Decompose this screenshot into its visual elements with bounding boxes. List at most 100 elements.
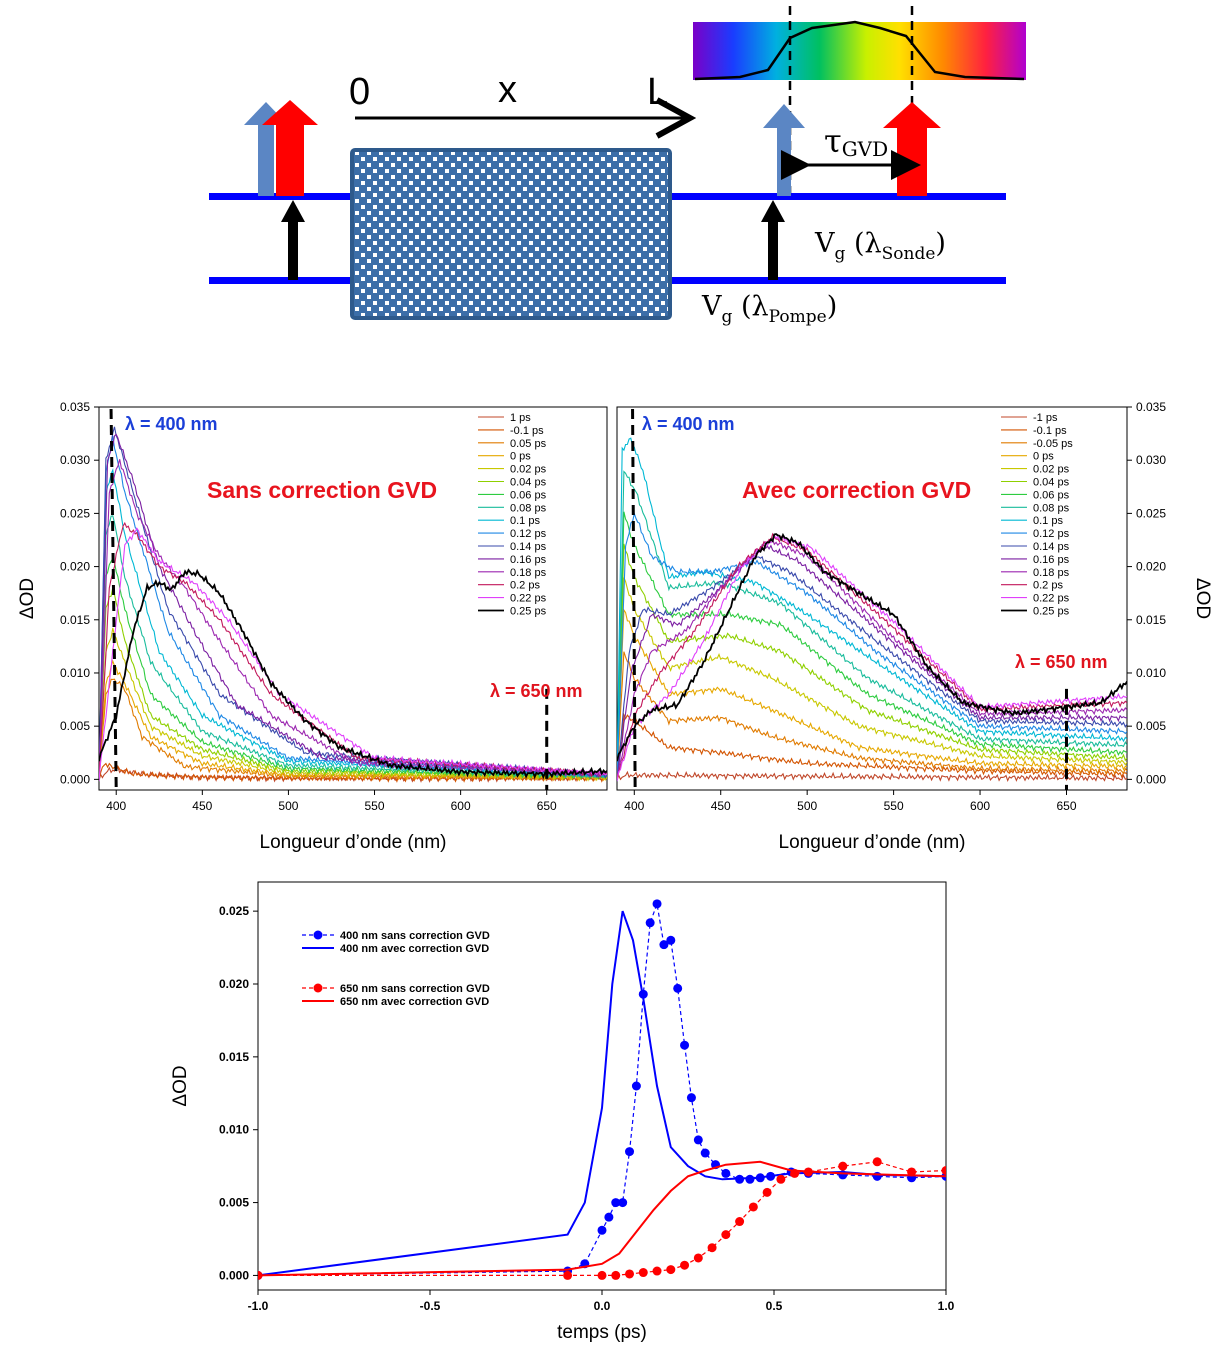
- legend-label: 0.02 ps: [1033, 464, 1070, 476]
- legend-label: 0.08 ps: [1033, 502, 1070, 514]
- data-point: [707, 1243, 717, 1253]
- data-point: [618, 1198, 628, 1208]
- x-tick-label: 400: [106, 799, 126, 813]
- x-tick-label: 600: [451, 799, 471, 813]
- data-point: [645, 918, 655, 928]
- series-line-11: [99, 426, 607, 782]
- legend-label: 0.02 ps: [510, 464, 547, 476]
- y-axis-label: ΔOD: [17, 578, 38, 619]
- plot-area: [617, 437, 1127, 782]
- data-point: [611, 1198, 621, 1208]
- chart-2: 400 450 500 550 600 650 0.000 0.005 0.010 0.015 0.…: [616, 400, 1213, 853]
- data-point: [721, 1230, 731, 1240]
- data-point: [700, 1148, 710, 1158]
- series-line-11: [617, 553, 1127, 782]
- legend-label: 0 ps: [510, 451, 531, 463]
- legend-label: 0.14 ps: [510, 541, 547, 553]
- legend-label: 0.06 ps: [510, 489, 547, 501]
- y-tick-label: 0.005: [219, 1196, 249, 1210]
- x-tick-label: -0.5: [420, 1299, 441, 1313]
- tau-label: τGVD: [824, 122, 888, 161]
- y-tick-label: 0.025: [1136, 506, 1166, 520]
- chart-1: 400 450 500 550 600 650 0.000 0.005 0.010 0.015 0.…: [17, 400, 608, 853]
- series-line-14: [617, 532, 1127, 778]
- blue-pulse-arrow-right: [763, 104, 805, 196]
- x-tick-label: 600: [970, 799, 990, 813]
- x-tick-label: -1.0: [248, 1299, 269, 1313]
- legend-label: 0.08 ps: [510, 502, 547, 514]
- legend-label: 0.22 ps: [1033, 593, 1070, 605]
- y-tick-label: 0.005: [1136, 719, 1166, 733]
- y-tick-label: 0.010: [1136, 666, 1166, 680]
- annotation-400nm: λ = 400 nm: [125, 414, 218, 434]
- x-tick-label: 0.5: [766, 1299, 783, 1313]
- y-tick-label: 0.000: [1136, 772, 1166, 786]
- legend-label: -1 ps: [1033, 412, 1058, 424]
- series-line-16: [99, 568, 607, 780]
- y-tick-label: 0.015: [60, 613, 90, 627]
- legend-label: 0.1 ps: [510, 515, 540, 527]
- legend-label: 0.2 ps: [1033, 580, 1063, 592]
- x-tick-label: 650: [537, 799, 557, 813]
- series-line-13: [617, 537, 1127, 777]
- data-point: [597, 1225, 607, 1235]
- series-line-7: [99, 557, 607, 780]
- y-tick-label: 0.035: [1136, 400, 1166, 414]
- legend-label: 0.2 ps: [510, 580, 540, 592]
- y-axis-label: ΔOD: [1192, 578, 1213, 619]
- legend-label: 400 nm sans correction GVD: [340, 930, 490, 942]
- annotation-650nm: λ = 650 nm: [1015, 652, 1108, 672]
- legend-label: 0.05 ps: [510, 438, 547, 450]
- chart-title: Avec correction GVD: [742, 477, 971, 503]
- x-axis-label: temps (ps): [557, 1322, 647, 1343]
- gvd-diagram: 0 x L τGVD Vg (λSonde) Vg (λPompe): [209, 6, 1026, 327]
- series-line-13: [99, 459, 607, 777]
- legend-label: 0.16 ps: [510, 554, 547, 566]
- y-tick-label: 0.005: [60, 719, 90, 733]
- data-point: [693, 1135, 703, 1145]
- series-line-7: [617, 511, 1127, 780]
- x-tick-label: 550: [884, 799, 904, 813]
- legend-label: 0.06 ps: [1033, 489, 1070, 501]
- series-line-5: [99, 627, 607, 782]
- series-line-12: [617, 543, 1127, 780]
- vg-pompe-label: Vg (λPompe): [701, 291, 837, 327]
- legend-marker: [313, 930, 323, 940]
- series-line-3: [617, 651, 1127, 780]
- y-tick-label: 0.030: [60, 453, 90, 467]
- series-line-2: [258, 910, 946, 1277]
- blue-pulse-arrow-left: [244, 102, 288, 196]
- legend-label: 0.25 ps: [1033, 606, 1070, 618]
- spectrum-bar: [693, 22, 1026, 80]
- data-point: [762, 1187, 772, 1197]
- data-point: [686, 1093, 696, 1103]
- data-point: [941, 1166, 946, 1176]
- data-point: [680, 1040, 690, 1050]
- y-tick-label: 0.025: [60, 506, 90, 520]
- chart-3: -1.0 -0.5 0.0 0.5 1.0 0.000 0.005 0.010 0.015 0.0…: [170, 881, 955, 1343]
- data-point: [611, 1270, 621, 1280]
- legend-label: -0.1 ps: [1033, 425, 1067, 437]
- legend-label: 0.04 ps: [1033, 477, 1070, 489]
- y-tick-label: 0.020: [1136, 560, 1166, 574]
- series-line-3: [258, 1161, 946, 1276]
- pump-arrow-right: [761, 200, 785, 280]
- data-point: [604, 1212, 614, 1222]
- origin-label: 0: [349, 71, 370, 113]
- data-point: [666, 1265, 676, 1275]
- x-axis-label: Longueur d’onde (nm): [779, 832, 966, 853]
- x-tick-label: 500: [278, 799, 298, 813]
- legend-label: 1 ps: [510, 412, 531, 424]
- y-tick-label: 0.015: [1136, 613, 1166, 627]
- data-point: [748, 1202, 758, 1212]
- legend-label: 0 ps: [1033, 451, 1054, 463]
- vg-sonde-label: Vg (λSonde): [814, 228, 946, 264]
- legend-label: 650 nm sans correction GVD: [340, 983, 490, 995]
- legend-label: 0.22 ps: [510, 593, 547, 605]
- x-tick-label: 0.0: [594, 1299, 611, 1313]
- data-point: [872, 1171, 882, 1181]
- data-point: [693, 1253, 703, 1263]
- data-point: [673, 983, 683, 993]
- data-point: [745, 1174, 755, 1184]
